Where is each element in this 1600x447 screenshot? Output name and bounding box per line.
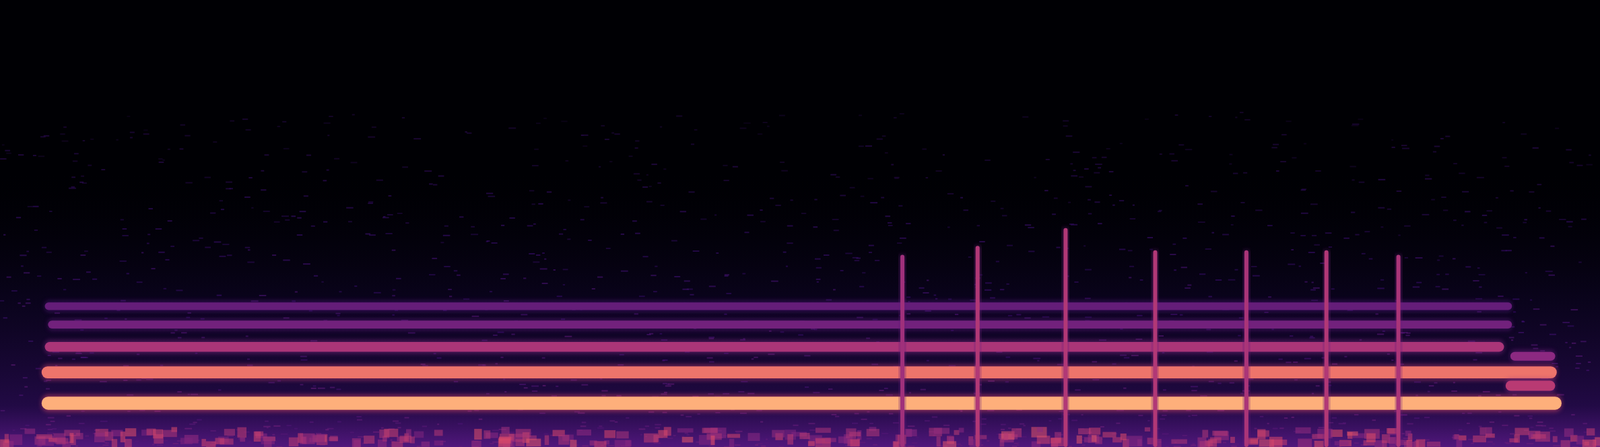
click-glow [974,245,982,447]
noise-floor [0,169,1600,447]
click-glow [1395,254,1403,447]
harmonic-band [47,320,1512,329]
band-glow [45,340,1505,354]
click-transient [900,254,905,447]
band-glow [41,394,1562,412]
harmonic-band [1510,352,1556,361]
noise-texture [0,111,1600,447]
click-transient [975,245,980,447]
plot-area [0,111,1600,447]
harmonic-band [1505,381,1556,392]
click-glow [1061,228,1069,447]
band-glow [47,318,1512,331]
band-glow [1510,350,1556,363]
click-glow [1323,250,1330,447]
background [0,0,1600,447]
band-glow [45,300,1513,312]
harmonic-band [41,396,1562,410]
spectrogram [0,0,1600,447]
click-glow [1243,250,1250,447]
click-glow [898,254,906,447]
harmonic-band [45,302,1513,310]
click-transient [1152,250,1157,447]
click-transient [1244,250,1249,447]
spectrogram-root [0,0,1600,447]
click-transient [1324,250,1329,447]
band-glow [1505,379,1556,394]
harmonic-band [45,342,1505,352]
click-transient [1396,254,1401,447]
click-glow [1151,250,1159,447]
click-transient [1063,228,1068,447]
low-noise-strip [0,426,1600,447]
